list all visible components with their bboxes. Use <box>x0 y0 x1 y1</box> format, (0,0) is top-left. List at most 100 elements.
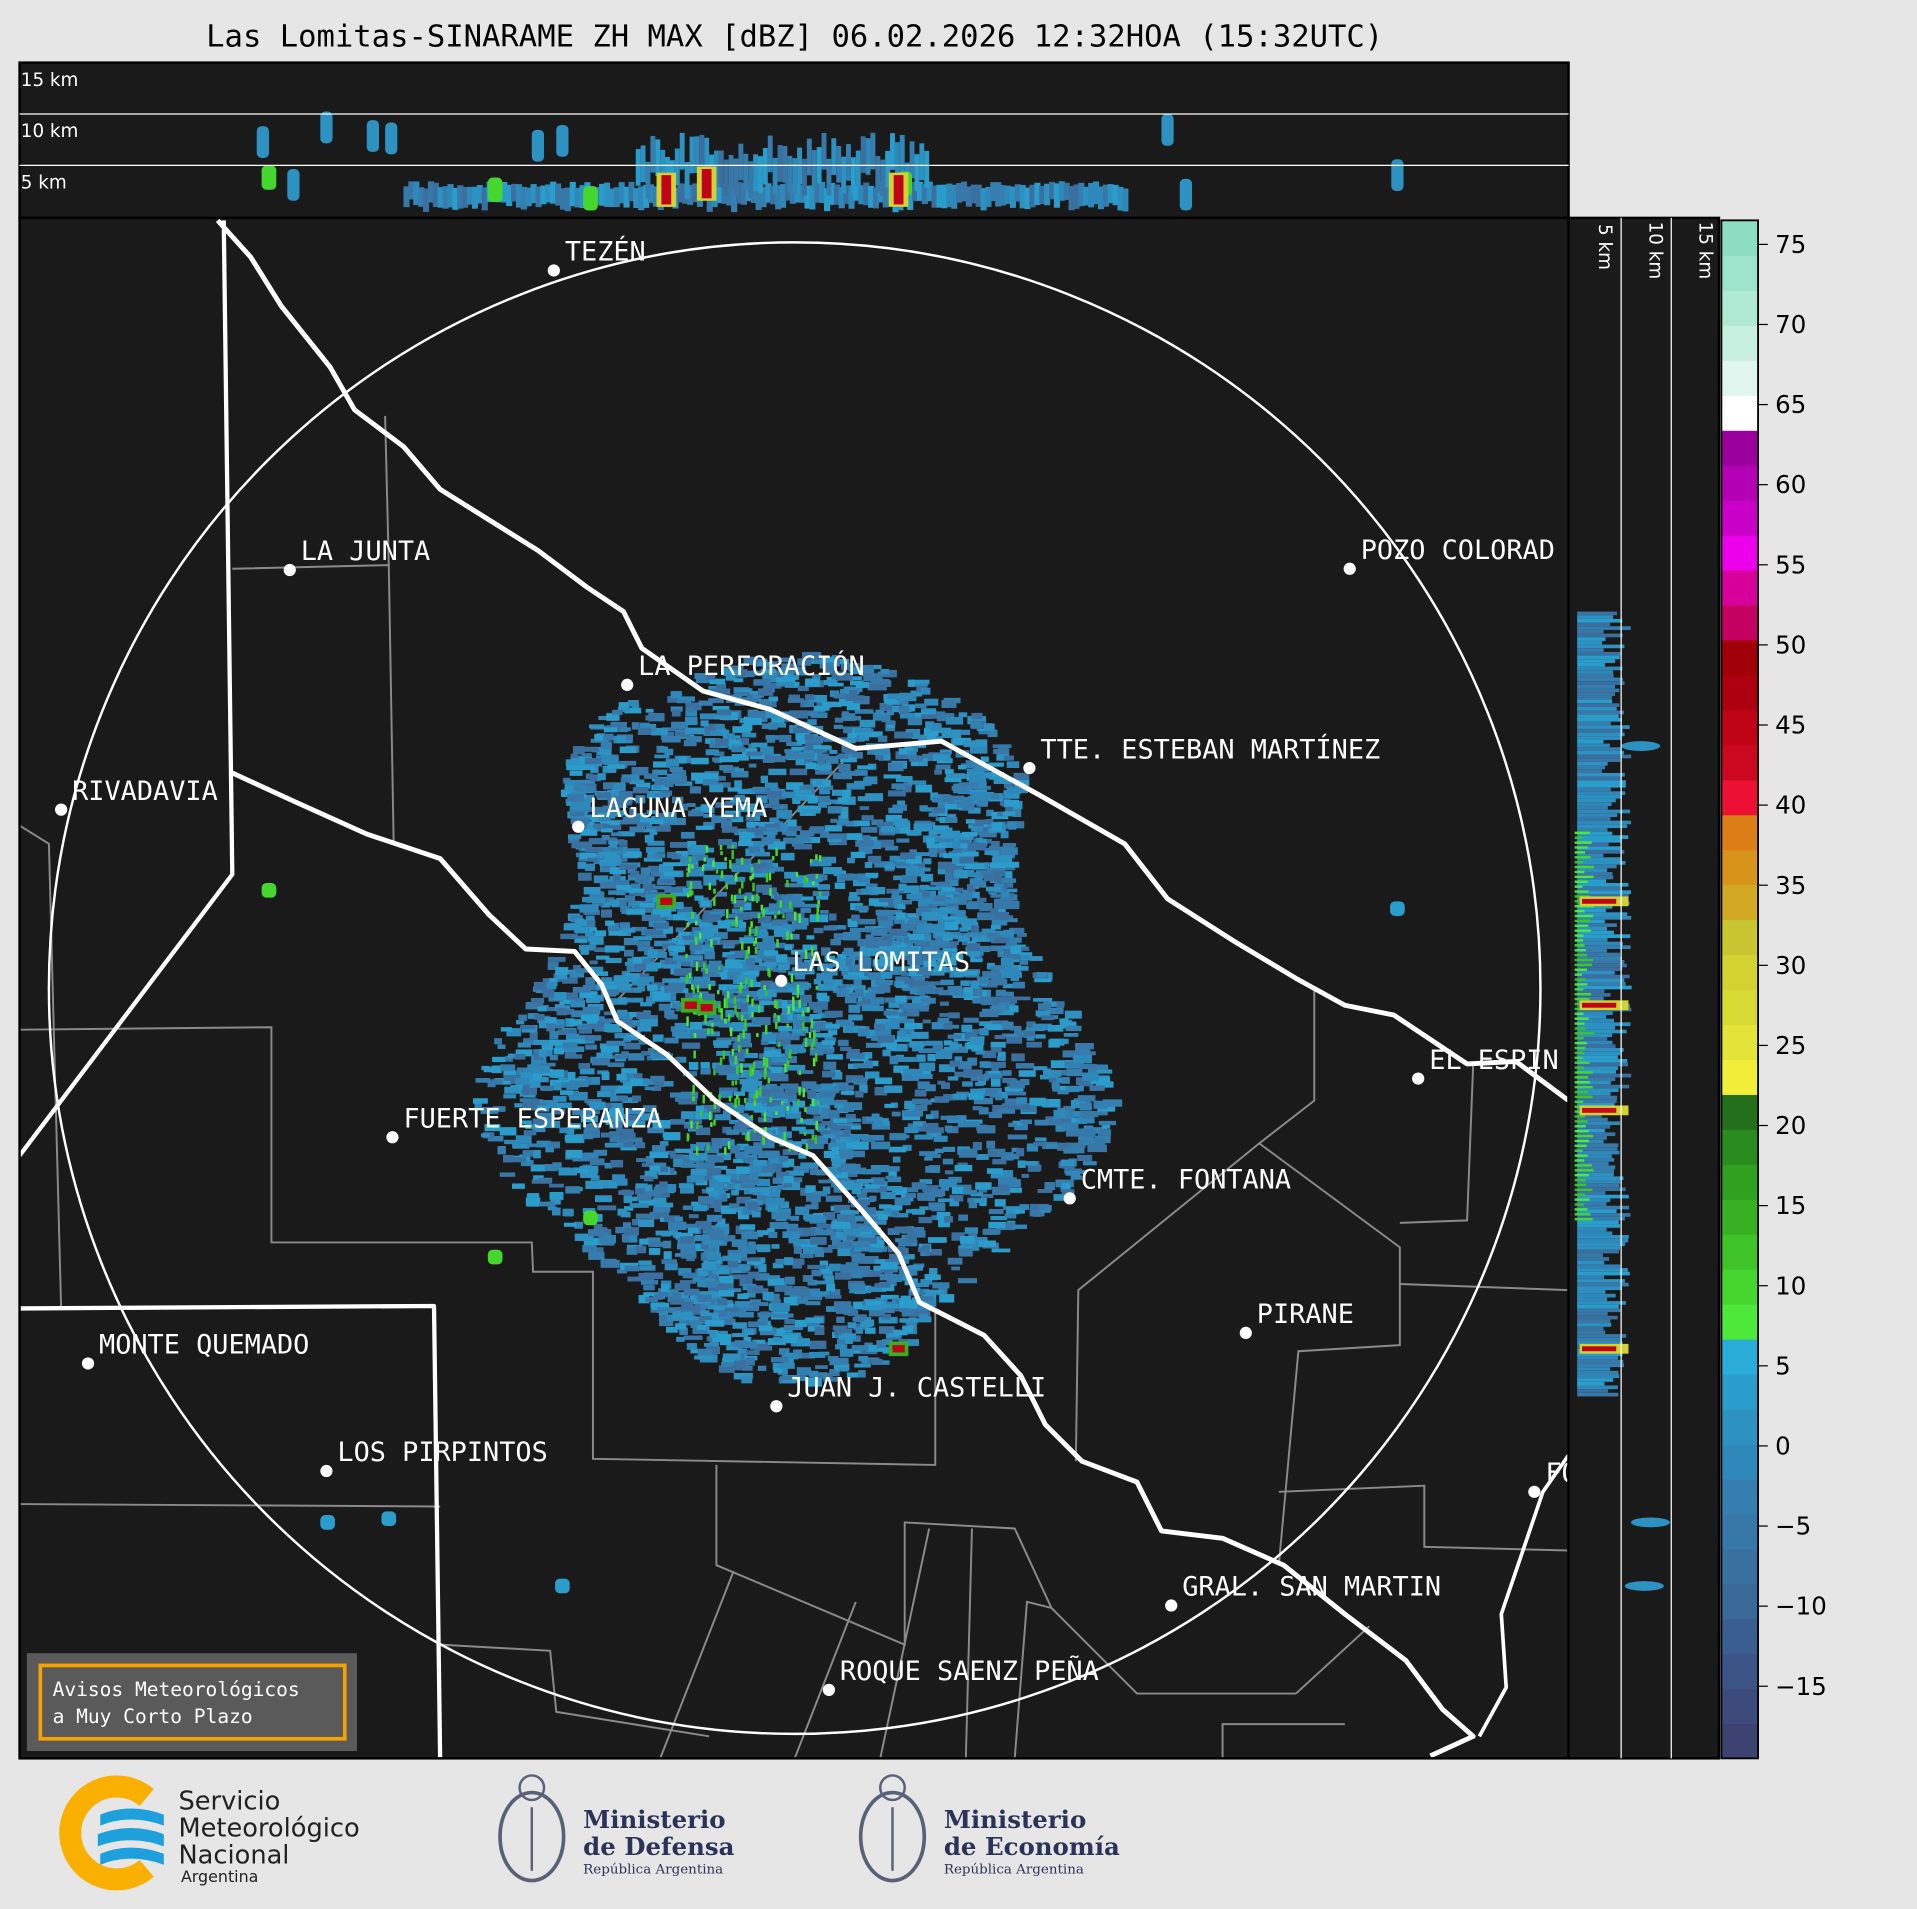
colorbar-tick-label: −15 <box>1775 1672 1827 1701</box>
colorbar-swatch <box>1721 849 1759 886</box>
height-label: 10 km <box>21 121 79 142</box>
colorbar-swatch <box>1721 569 1759 606</box>
city-label: RIVADAVIA <box>72 776 218 807</box>
colorbar-swatch <box>1721 1024 1759 1060</box>
colorbar-swatch <box>1721 395 1759 431</box>
colorbar-swatch <box>1721 1548 1759 1585</box>
height-label: 5 km <box>1594 224 1615 270</box>
height-label: 15 km <box>21 70 79 91</box>
smn-logo-text: Nacional <box>178 1840 289 1870</box>
colorbar-tick-label: −10 <box>1775 1592 1827 1621</box>
city-label: LOS PIRPINTOS <box>337 1437 547 1468</box>
city-marker-icon <box>55 803 68 816</box>
colorbar-swatch <box>1721 255 1759 291</box>
colorbar-tick-label: 30 <box>1775 951 1806 980</box>
colorbar-tick-label: 5 <box>1775 1351 1791 1380</box>
colorbar-tick-label: 0 <box>1775 1431 1791 1460</box>
city-markers: TEZÉN LA JUNTA POZO COLORAD LA PERFORACIÓN T… <box>55 236 1569 1696</box>
colorbar-swatch <box>1721 290 1759 326</box>
colorbar-tick-label: 70 <box>1775 310 1806 339</box>
city-label: PIRANE <box>1257 1299 1354 1330</box>
colorbar-tick-label: 65 <box>1775 390 1806 419</box>
city-marker-icon <box>572 820 585 833</box>
colorbar-swatch <box>1721 534 1759 571</box>
department-boundaries <box>19 415 1569 1759</box>
figure-title: Las Lomitas-SINARAME ZH MAX [dBZ] 06.02.… <box>206 20 1383 55</box>
colorbar-swatch <box>1721 430 1759 466</box>
city-marker-icon <box>1165 1599 1178 1612</box>
defensa-logo-text: Ministerio <box>583 1805 725 1834</box>
city-label: ROQUE SAENZ PEÑA <box>840 1655 1099 1687</box>
map-panel[interactable]: TEZÉN LA JUNTA POZO COLORAD LA PERFORACIÓN T… <box>18 216 1578 1760</box>
colorbar-swatch <box>1721 1513 1759 1550</box>
colorbar-swatch <box>1721 1129 1759 1165</box>
colorbar-swatch <box>1721 1199 1759 1235</box>
smn-logo: Servicio Meteorológico Nacional Argentin… <box>59 1775 360 1891</box>
colorbar-swatch <box>1721 1688 1759 1725</box>
colorbar-swatch <box>1721 779 1759 816</box>
city-label: MONTE QUEMADO <box>99 1330 309 1361</box>
colorbar-swatch <box>1721 1583 1759 1620</box>
city-marker-icon <box>1063 1192 1076 1205</box>
colorbar-tick-label: 40 <box>1775 791 1806 820</box>
city-marker-icon <box>621 678 634 692</box>
city-marker-icon <box>1239 1326 1252 1340</box>
colorbar-swatch <box>1721 1164 1759 1200</box>
city-label: POZO COLORAD <box>1361 535 1555 566</box>
colorbar-swatch <box>1721 744 1759 781</box>
city-marker-icon <box>81 1357 95 1370</box>
city-marker-icon <box>1343 562 1356 575</box>
side-panel-echoes <box>1574 611 1671 1591</box>
colorbar-swatch <box>1721 1059 1759 1095</box>
city-label: LAGUNA YEMA <box>589 793 767 824</box>
warning-line-1: Avisos Meteorológicos <box>53 1678 300 1701</box>
city-marker-icon <box>822 1683 836 1696</box>
defensa-logo-text: República Argentina <box>583 1862 723 1877</box>
colorbar-tick-label: 25 <box>1775 1031 1806 1060</box>
city-label: TTE. ESTEBAN MARTÍNEZ <box>1040 733 1380 765</box>
colorbar-swatch <box>1721 499 1759 536</box>
colorbar-tick-label: 45 <box>1775 711 1806 740</box>
colorbar-swatch <box>1721 360 1759 396</box>
colorbar-swatch <box>1721 884 1759 921</box>
colorbar-swatch <box>1721 465 1759 501</box>
colorbar-swatch <box>1721 1338 1759 1375</box>
height-label: 5 km <box>21 173 67 194</box>
range-ring <box>47 241 1542 1736</box>
city-label: GRAL. SAN MARTIN <box>1182 1572 1441 1603</box>
colorbar-swatch <box>1721 1478 1759 1515</box>
ministerio-defensa-logo: Ministerio de Defensa República Argentin… <box>498 1774 735 1883</box>
colorbar-swatch <box>1721 1443 1759 1480</box>
city-marker-icon <box>775 974 788 987</box>
colorbar-tick-label: 35 <box>1775 871 1806 900</box>
smn-logo-text: Argentina <box>181 1867 258 1886</box>
economia-logo-text: de Economía <box>944 1832 1120 1861</box>
colorbar-swatch <box>1721 1373 1759 1410</box>
city-label: TEZÉN <box>565 236 646 268</box>
ministerio-economia-logo: Ministerio de Economía República Argenti… <box>858 1774 1120 1883</box>
colorbar-tick-label: −5 <box>1775 1512 1811 1541</box>
colorbar-swatch <box>1721 919 1759 956</box>
colorbar-swatch <box>1721 674 1759 711</box>
city-label: EL ESPIN <box>1429 1045 1558 1076</box>
colorbar-swatch <box>1721 1653 1759 1690</box>
colorbar-swatch <box>1721 1094 1759 1130</box>
economia-logo-text: Ministerio <box>944 1805 1086 1834</box>
city-marker-icon <box>547 264 560 277</box>
colorbar-swatch <box>1721 1268 1759 1305</box>
colorbar-swatch <box>1721 1408 1759 1445</box>
warning-box[interactable]: Avisos Meteorológicos a Muy Corto Plazo <box>26 1653 357 1752</box>
colorbar-swatch <box>1721 1723 1759 1760</box>
city-label: JUAN J. CASTELLI <box>787 1372 1046 1403</box>
city-label: CMTE. FONTANA <box>1081 1165 1291 1196</box>
city-marker-icon <box>1023 761 1036 775</box>
height-label: 15 km <box>1694 222 1715 280</box>
colorbar-tick-label: 75 <box>1775 230 1806 259</box>
city-marker-icon <box>320 1464 333 1478</box>
colorbar-swatch <box>1721 639 1759 676</box>
colorbar-swatch <box>1721 1234 1759 1270</box>
colorbar-swatch <box>1721 325 1759 361</box>
city-label: LA PERFORACIÓN <box>638 650 865 682</box>
